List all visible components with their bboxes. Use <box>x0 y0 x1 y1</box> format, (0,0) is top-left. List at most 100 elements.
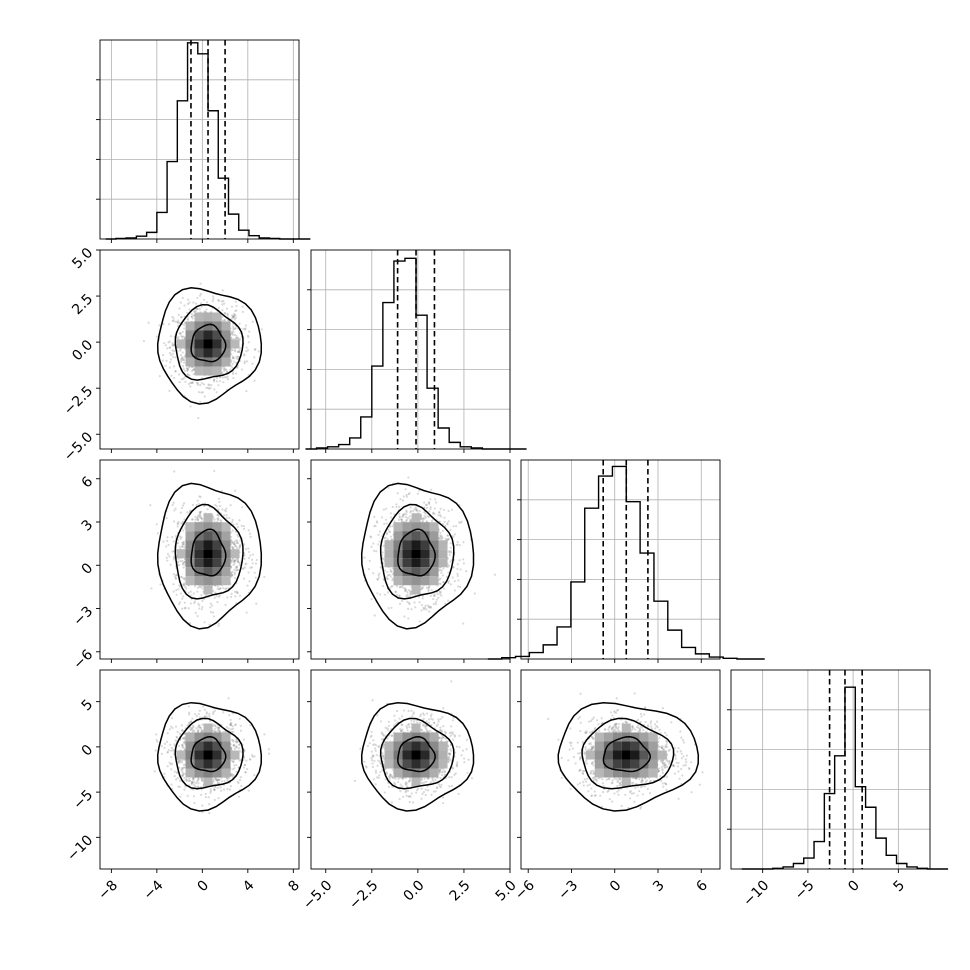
sample-point <box>247 341 250 344</box>
sample-point <box>172 573 175 576</box>
sample-point <box>231 332 234 335</box>
hist-step <box>741 686 949 870</box>
density-cell <box>203 513 213 523</box>
hist-bar <box>793 864 803 869</box>
sample-point <box>386 577 389 581</box>
sample-point <box>149 504 152 507</box>
sample-point <box>184 380 187 383</box>
sample-point <box>405 589 408 592</box>
sample-point <box>179 592 183 595</box>
sample-point <box>377 576 380 579</box>
sample-point <box>368 559 371 562</box>
sample-point <box>168 389 171 392</box>
sample-point <box>223 318 227 322</box>
sample-point <box>172 501 175 504</box>
sample-point <box>170 354 173 357</box>
sample-point <box>195 309 198 313</box>
sample-point <box>438 582 441 585</box>
sample-point <box>205 301 209 304</box>
density-cell <box>185 531 195 541</box>
sample-point <box>170 374 173 377</box>
sample-point <box>425 608 428 611</box>
density-cell <box>194 366 204 376</box>
density-cell <box>438 549 448 559</box>
sample-point <box>397 505 401 508</box>
sample-point <box>182 502 186 505</box>
sample-point <box>447 509 450 513</box>
sample-point <box>178 585 182 588</box>
sample-point <box>185 587 188 590</box>
sample-point <box>178 779 182 782</box>
sample-point <box>370 545 373 548</box>
density-cell <box>194 576 204 586</box>
sample-point <box>246 584 249 587</box>
sample-point <box>216 587 219 590</box>
sample-point <box>242 327 245 330</box>
hist-bar <box>640 553 654 659</box>
sample-point <box>253 348 257 351</box>
sample-point <box>220 520 223 523</box>
sample-point <box>438 510 441 514</box>
sample-point <box>200 608 204 611</box>
sample-point <box>372 542 375 545</box>
sample-point <box>390 606 393 609</box>
hist-bar <box>438 428 449 449</box>
sample-point <box>225 514 228 517</box>
sample-point <box>242 525 246 528</box>
density-cell <box>194 312 204 322</box>
sample-point <box>180 378 183 381</box>
sample-point <box>236 557 239 561</box>
sample-point <box>182 335 185 338</box>
hist-bar <box>886 855 896 869</box>
sample-point <box>165 359 168 363</box>
sample-point <box>230 330 233 333</box>
sample-point <box>233 357 236 360</box>
sample-point <box>230 365 233 368</box>
sample-point <box>396 492 399 495</box>
density-cell <box>393 567 403 577</box>
density-cell <box>411 558 421 568</box>
sample-point <box>170 755 173 759</box>
sample-point <box>197 602 200 605</box>
sample-point <box>239 338 242 341</box>
sample-point <box>177 313 180 316</box>
sample-point <box>171 342 174 345</box>
hist-bar <box>449 442 460 449</box>
panel-frame <box>99 249 300 450</box>
sample-point <box>442 508 446 511</box>
sample-point <box>176 525 179 528</box>
sample-point <box>432 597 435 601</box>
sample-point <box>188 374 191 377</box>
sample-point <box>385 518 388 521</box>
sample-point <box>219 786 222 789</box>
sample-point <box>443 516 446 519</box>
hist-bar <box>372 366 383 449</box>
density-cell <box>438 558 448 568</box>
sample-point <box>429 606 432 609</box>
sample-point <box>226 319 230 322</box>
sample-point <box>173 509 176 512</box>
sample-point <box>164 344 167 347</box>
sample-point <box>181 356 184 359</box>
sample-point <box>175 593 178 596</box>
sample-point <box>441 536 444 539</box>
hist-bar <box>557 627 571 659</box>
sample-point <box>200 302 203 305</box>
sample-point <box>235 539 238 542</box>
sample-point <box>230 560 233 563</box>
sample-point <box>453 589 457 592</box>
sample-point <box>181 560 184 563</box>
hist-panel-3 <box>727 669 949 873</box>
sample-point <box>212 380 216 383</box>
sample-point <box>195 307 199 310</box>
sample-point <box>401 499 405 502</box>
sample-point <box>251 562 254 565</box>
sample-point <box>182 359 186 362</box>
sample-point <box>181 359 184 362</box>
sample-point <box>455 524 458 528</box>
sample-point <box>436 593 439 596</box>
density-cell <box>185 330 195 340</box>
sample-point <box>232 327 235 330</box>
hist-bar <box>654 601 668 659</box>
hist-step <box>105 42 311 240</box>
